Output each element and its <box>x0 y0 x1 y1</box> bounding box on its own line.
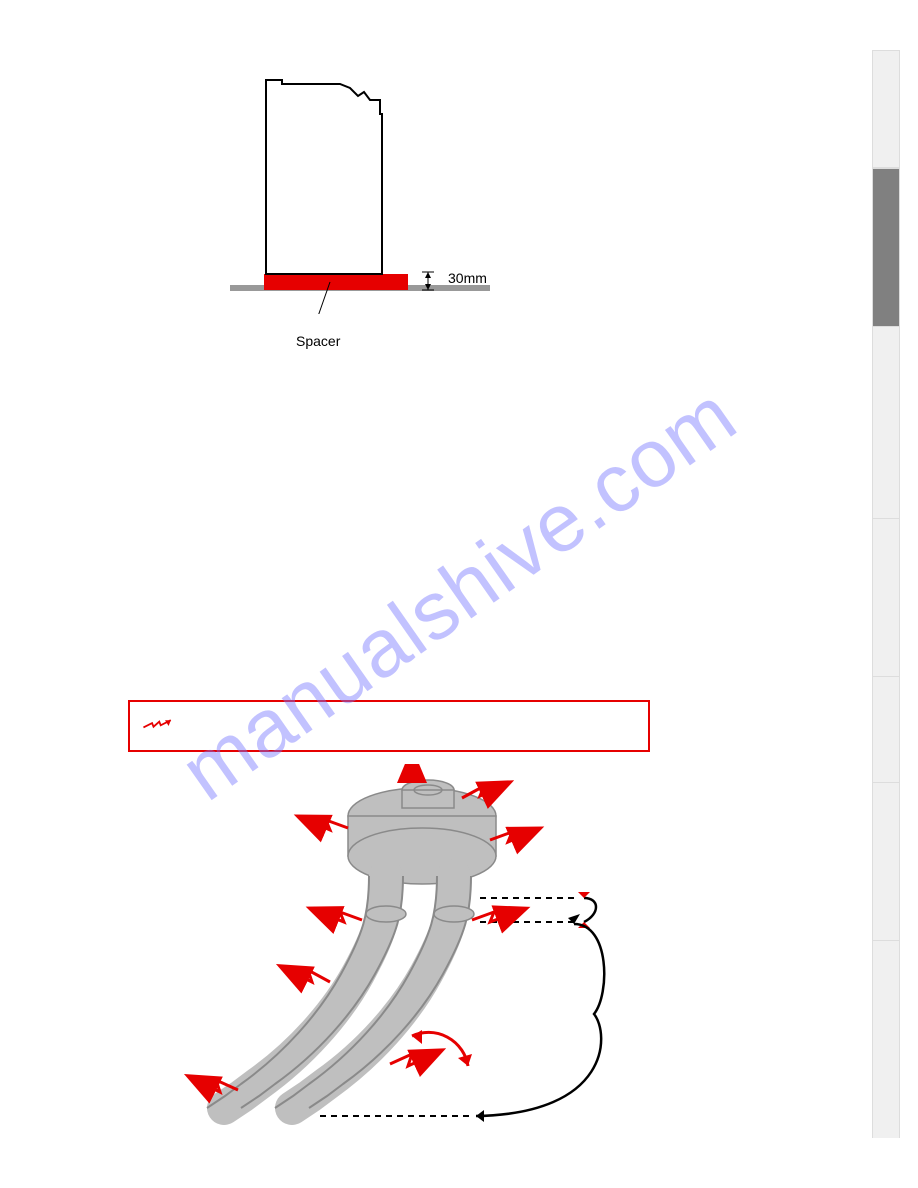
dim-arrow-up <box>425 272 431 278</box>
large-brace-bottom-tip <box>476 1110 484 1122</box>
side-tab-2[interactable] <box>872 326 900 518</box>
sweep-tip1 <box>412 1030 422 1044</box>
caution-arrow-icon <box>140 716 180 736</box>
part-label-spacer: Spacer <box>296 333 340 349</box>
collar-left <box>366 906 406 922</box>
caution-box <box>128 700 650 752</box>
side-tab-3[interactable] <box>872 518 900 676</box>
side-tab-6[interactable] <box>872 940 900 1138</box>
collar-right <box>434 906 474 922</box>
page: manualshive.com 30mm Spacer <box>0 0 918 1188</box>
nozzle-neck <box>402 790 454 808</box>
large-brace <box>476 924 604 1116</box>
side-tab-0[interactable] <box>872 50 900 168</box>
small-brace <box>584 898 596 922</box>
side-tab-1[interactable] <box>872 168 900 326</box>
side-tab-4[interactable] <box>872 676 900 782</box>
figure-pipes-diagram <box>180 764 700 1164</box>
dimension-label-30mm: 30mm <box>448 270 487 286</box>
machine-outline <box>266 80 382 274</box>
side-tab-5[interactable] <box>872 782 900 940</box>
watermark: manualshive.com <box>165 368 754 820</box>
spacer-block <box>264 274 408 290</box>
brace-tip-up <box>578 892 590 898</box>
side-tabs-rail <box>872 50 900 1138</box>
